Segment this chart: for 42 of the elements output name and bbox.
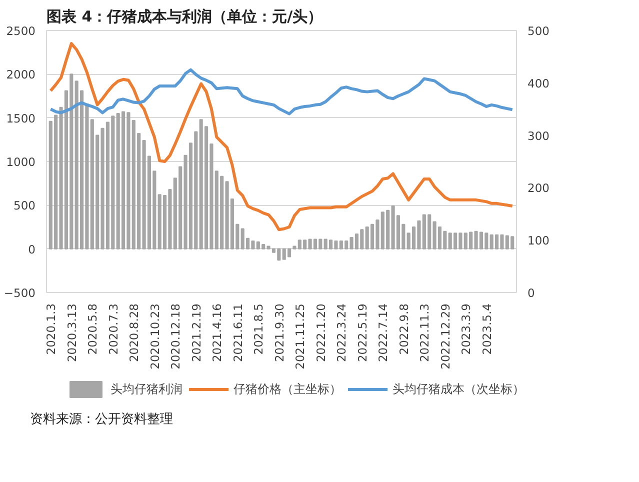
- x-tick-label: 2020.3.13: [64, 303, 79, 362]
- y2-tick-label: 500: [528, 24, 550, 38]
- x-tick-label: 2022.12.29: [438, 303, 452, 370]
- legend-label: 头均仔猪成本（次坐标）: [392, 380, 524, 398]
- x-tick-label: 2023.5.4: [480, 303, 494, 355]
- y2-tick-label: 300: [528, 128, 550, 143]
- x-tick-label: 2023.3.9: [459, 303, 474, 355]
- x-tick-label: 2020.1.3: [44, 303, 58, 355]
- line-series: [49, 68, 514, 116]
- x-tick-label: 2020.5.8: [86, 303, 100, 355]
- x-tick-label: 2022.11.3: [418, 303, 432, 362]
- y-tick-label: 2000: [6, 68, 36, 82]
- y2-tick-label: 100: [528, 234, 550, 248]
- y-tick-label: 2500: [6, 24, 36, 38]
- x-tick-label: 2022.5.19: [355, 303, 370, 362]
- x-tick-label: 2020.8.28: [127, 303, 142, 362]
- y-tick-label: 500: [14, 198, 36, 213]
- x-tick-label: 2021.11.25: [293, 303, 308, 370]
- x-tick-label: 2022.3.24: [334, 303, 349, 362]
- x-tick-label: 2021.4.16: [210, 303, 224, 362]
- x-tick-label: 2020.7.3: [106, 303, 120, 355]
- text: 资料来源：公开资料整理: [30, 411, 173, 429]
- legend-label: 仔猪价格（主坐标）: [234, 380, 342, 398]
- x-tick-label: 2020.12.18: [168, 303, 183, 370]
- x-tick-label: 2020.10.23: [148, 303, 162, 370]
- x-tick-label: 2022.1.20: [314, 303, 328, 362]
- y-tick-label: 1500: [6, 111, 36, 126]
- x-tick-label: 2021.6.11: [230, 303, 245, 362]
- x-tick-label: 2022.7.14: [376, 303, 390, 362]
- x-tick-label: 2021.8.5: [252, 303, 266, 355]
- y2-tick-label: 0: [528, 286, 535, 300]
- y-tick-label: 0: [28, 242, 36, 256]
- y2-tick-label: 200: [528, 181, 550, 196]
- x-tick-label: 2021.2.19: [189, 303, 204, 362]
- chart-title: 图表 4：仔猪成本与利润（单位：元/头）: [46, 8, 323, 26]
- line-series: [49, 42, 514, 232]
- y-tick-label: 1000: [6, 155, 36, 169]
- x-tick-label: 2021.9.30: [272, 303, 286, 362]
- y-tick-label: −500: [4, 286, 36, 300]
- y2-tick-label: 400: [528, 76, 550, 90]
- x-tick-label: 2022.9.8: [396, 303, 411, 355]
- legend-label: 头均仔猪利润: [110, 380, 182, 398]
